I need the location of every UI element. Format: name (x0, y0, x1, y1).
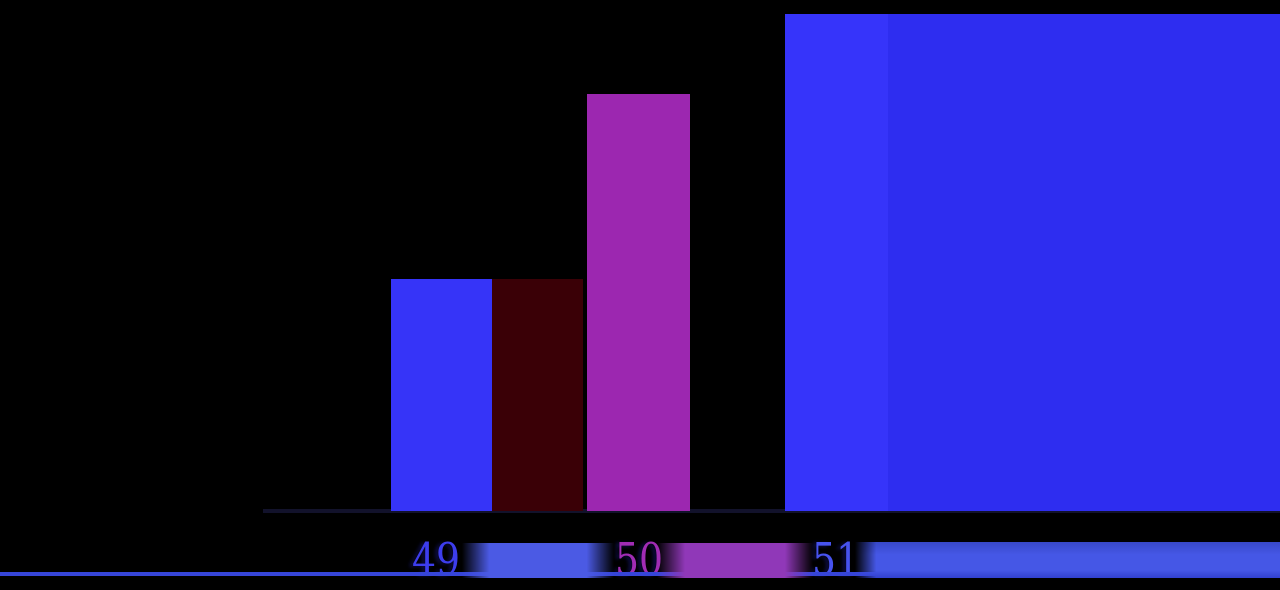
band-blue-left (462, 543, 614, 578)
band-purple (657, 543, 813, 578)
band-baseline-line (0, 572, 1280, 576)
bar-blue-51 (785, 14, 888, 511)
bar-blue-49 (391, 279, 492, 511)
x-axis-line (263, 509, 1280, 513)
bar-maroon-495 (492, 279, 583, 511)
bar-blue-wide (888, 14, 1280, 511)
bar-purple-50 (587, 94, 690, 511)
band-blue-right (855, 542, 1280, 578)
